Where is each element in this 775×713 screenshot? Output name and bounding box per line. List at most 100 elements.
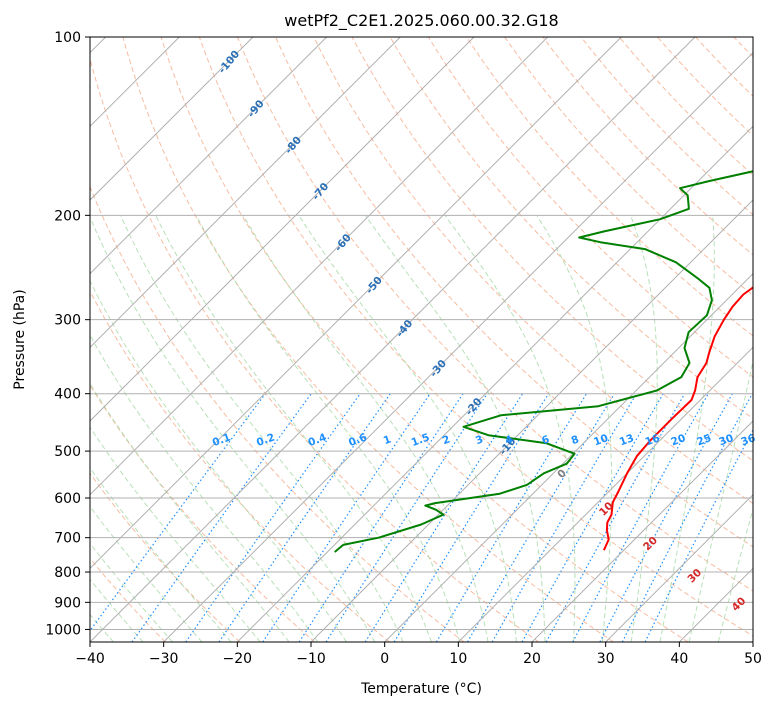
x-tick-label: −10 — [296, 651, 326, 667]
temperature-profile-line — [604, 37, 775, 550]
mixing-ratio-label: 0.4 — [307, 431, 329, 449]
moist-adiabat-label: 30 — [685, 567, 704, 586]
mixing-ratio-line — [186, 394, 360, 642]
dry-adiabat-label: -70 — [310, 181, 331, 203]
mixing-ratio-line — [468, 394, 615, 642]
dry-adiabat-line — [543, 37, 775, 642]
isotherm-line — [0, 37, 327, 642]
dry-adiabat-label: -100 — [216, 48, 242, 76]
mixing-ratio-line — [219, 394, 390, 642]
isotherm-line — [164, 37, 769, 642]
dry-adiabat-line — [238, 37, 775, 642]
isotherm-line — [753, 37, 775, 642]
moist-adiabat-line — [196, 215, 460, 642]
moist-adiabat-line — [718, 215, 775, 642]
x-tick-label: 0 — [380, 651, 389, 667]
dry-adiabat-label: -60 — [333, 232, 354, 254]
moist-adiabat-line — [631, 215, 658, 642]
y-tick-label: 1000 — [45, 622, 81, 638]
dry-adiabat-line — [505, 37, 775, 642]
mixing-ratio-label: 0.1 — [211, 431, 233, 449]
y-tick-label: 200 — [54, 208, 81, 224]
line-labels: -100-90-80-70-60-50-40-30-20-10010203040… — [211, 48, 757, 614]
x-tick-label: 50 — [744, 651, 762, 667]
mixing-ratio-label: 16 — [644, 432, 662, 448]
isotherm-line — [458, 37, 775, 642]
mixing-ratio-label: 20 — [669, 432, 687, 448]
isotherm-line — [90, 37, 695, 642]
moist-adiabat-line — [445, 215, 575, 642]
mixing-ratio-label: 1.5 — [410, 431, 432, 449]
moist-adiabat-line — [0, 215, 202, 642]
dry-adiabat-line — [467, 37, 775, 642]
moist-adiabat-label: 0 — [555, 467, 569, 481]
mixing-ratio-line — [436, 394, 586, 642]
x-axis-label: Temperature (°C) — [360, 681, 482, 697]
moist-adiabat-label: 40 — [730, 595, 749, 614]
mixing-ratio-line — [132, 394, 311, 642]
isotherm-line — [16, 37, 621, 642]
mixing-ratio-label: 3 — [474, 433, 485, 447]
dry-adiabat-line — [390, 37, 775, 642]
mixing-ratio-label: 2 — [441, 433, 452, 447]
dry-adiabat-line — [0, 37, 315, 642]
isotherm-line — [0, 37, 253, 642]
dry-adiabat-line — [352, 37, 775, 642]
dry-adiabat-line — [0, 37, 240, 642]
mixing-ratio-label: 6 — [540, 433, 551, 447]
y-tick-label: 400 — [54, 387, 81, 403]
dry-adiabat-line — [734, 37, 775, 642]
isotherm-line — [237, 37, 775, 642]
mixing-ratio-label: 10 — [592, 432, 610, 448]
dry-adiabat-line — [8, 37, 389, 642]
dry-adiabat-line — [696, 37, 775, 642]
mixing-ratio-line — [492, 394, 636, 642]
mixing-ratio-line — [546, 394, 684, 642]
isotherm-line — [0, 37, 400, 642]
dry-adiabat-label: -30 — [428, 358, 449, 380]
y-tick-label: 900 — [54, 595, 81, 611]
x-tick-label: −30 — [149, 651, 179, 667]
y-tick-label: 800 — [54, 565, 81, 581]
y-tick-label: 500 — [54, 444, 81, 460]
moist-adiabat-line — [156, 215, 432, 642]
dry-adiabat-label: -40 — [394, 318, 415, 340]
moist-adiabat-line — [299, 215, 517, 642]
moist-adiabat-line — [0, 215, 260, 642]
isotherm-line — [385, 37, 775, 642]
mixing-ratio-label: 0.6 — [347, 431, 369, 449]
dry-adiabat-line — [428, 37, 775, 642]
x-tick-label: 40 — [670, 651, 688, 667]
dry-adiabat-line — [161, 37, 688, 642]
y-tick-label: 700 — [54, 531, 81, 547]
mixing-ratio-line — [326, 394, 487, 642]
mixing-ratio-line — [522, 394, 663, 642]
mixing-ratio-label: 8 — [570, 433, 581, 447]
x-tick-label: 30 — [597, 651, 615, 667]
y-tick-label: 300 — [54, 313, 81, 329]
mixing-ratio-label: 30 — [717, 432, 735, 448]
isotherm-line — [311, 37, 775, 642]
x-tick-label: 20 — [523, 651, 541, 667]
y-axis-label: Pressure (hPa) — [12, 289, 28, 389]
isotherm-line — [679, 37, 775, 642]
x-tick-label: −20 — [223, 651, 253, 667]
moist-adiabat-line — [365, 215, 545, 642]
y-tick-label: 600 — [54, 491, 81, 507]
isotherm-line — [532, 37, 775, 642]
mixing-ratio-line — [82, 394, 266, 642]
mixing-ratio-line — [600, 394, 733, 642]
y-tick-label: 100 — [54, 30, 81, 46]
x-tick-label: −40 — [75, 651, 105, 667]
dry-adiabat-label: -90 — [245, 98, 266, 120]
moist-adiabat-line — [0, 215, 231, 642]
mixing-ratio-label: 36 — [739, 432, 757, 448]
x-tick-label: 10 — [449, 651, 467, 667]
dry-adiabat-label: -20 — [463, 396, 484, 418]
mixing-ratio-label: 1 — [382, 433, 393, 447]
chart-title: wetPf2_C2E1.2025.060.00.32.G18 — [284, 11, 558, 31]
dry-adiabat-line — [85, 37, 539, 642]
